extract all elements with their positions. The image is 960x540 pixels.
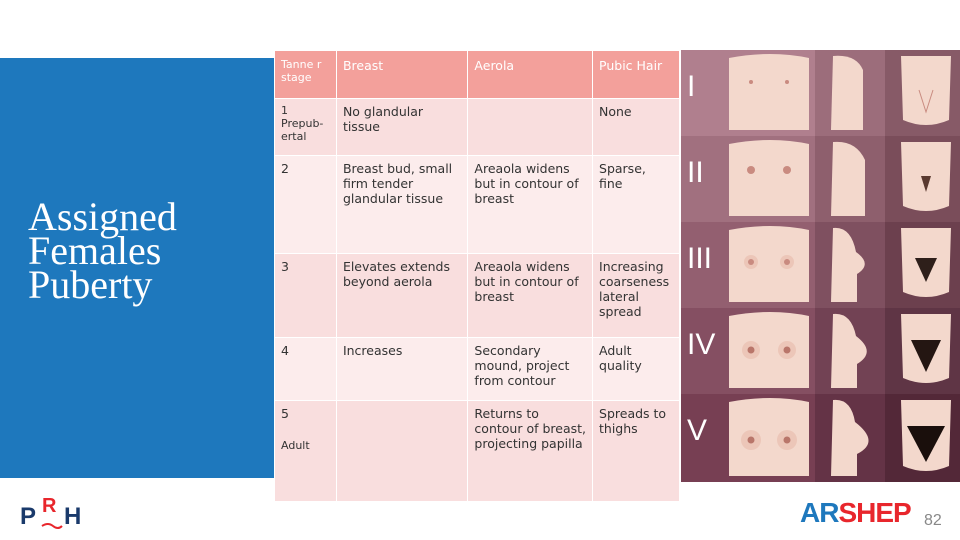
table-header-row: Tanne r stage Breast Aerola Pubic Hair: [274, 50, 680, 99]
header-stage: Tanne r stage: [274, 50, 337, 99]
title-line-2: Females: [28, 228, 162, 273]
tanner-stage-illustration: I II III: [681, 50, 960, 482]
stage-illustration-row: II: [681, 136, 960, 222]
header-breast: Breast: [335, 50, 469, 99]
cell-pubic: None: [592, 98, 680, 156]
arshep-logo-part-2: SHEP: [838, 497, 911, 528]
cell-stage: 1 Prepub-ertal: [274, 98, 337, 156]
cell-aerola: Areaola widens but in contour of breast: [467, 155, 594, 254]
title-panel: [0, 58, 290, 478]
cell-stage: 3: [274, 253, 337, 338]
stage-label: III: [687, 242, 713, 275]
cell-stage: 2: [274, 155, 337, 254]
cell-breast: [335, 400, 469, 502]
stage-illustration-row: V: [681, 394, 960, 482]
header-aerola: Aerola: [467, 50, 594, 99]
svg-text:R: R: [42, 495, 57, 517]
arshep-logo: ARSHEP: [800, 497, 912, 529]
torso-icon: [729, 54, 951, 130]
torso-icon: [729, 226, 951, 302]
title-line-3: Puberty: [28, 262, 153, 307]
table-row: 5 Adult Returns to contour of breast, pr…: [274, 400, 680, 502]
stage-label: IV: [687, 328, 716, 361]
cell-pubic: Increasing coarseness lateral spread: [592, 253, 680, 338]
stage-label: V: [687, 414, 708, 447]
tanner-table: Tanne r stage Breast Aerola Pubic Hair 1…: [274, 50, 680, 502]
cell-pubic: Sparse, fine: [592, 155, 680, 254]
stage-number: 5: [281, 406, 289, 421]
table-row: 2 Breast bud, small firm tender glandula…: [274, 155, 680, 254]
arshep-logo-part-1: AR: [800, 497, 839, 528]
stage-note: Prepub-ertal: [281, 117, 324, 143]
cell-stage: 4: [274, 337, 337, 401]
cell-breast: Increases: [335, 337, 469, 401]
prh-logo-icon: P R H: [20, 495, 81, 530]
stage-note: Adult: [281, 439, 310, 452]
page-number: 82: [924, 512, 942, 529]
stage-illustration-row: IV: [681, 308, 960, 394]
table-row: 3 Elevates extends beyond aerola Areaola…: [274, 253, 680, 338]
slide-title: Assigned Females Puberty: [28, 194, 258, 307]
cell-aerola: Areaola widens but in contour of breast: [467, 253, 594, 338]
stage-illustration-row: I: [681, 50, 960, 136]
cell-pubic: Spreads to thighs: [592, 400, 680, 502]
stage-label: I: [687, 70, 696, 103]
cell-breast: Breast bud, small firm tender glandular …: [335, 155, 469, 254]
table-row: 4 Increases Secondary mound, project fro…: [274, 337, 680, 401]
title-line-1: Assigned: [28, 194, 177, 239]
svg-text:P: P: [20, 503, 36, 530]
table-row: 1 Prepub-ertal No glandular tissue None: [274, 98, 680, 156]
cell-aerola: Secondary mound, project from contour: [467, 337, 594, 401]
cell-breast: No glandular tissue: [335, 98, 469, 156]
torso-icon: [729, 398, 951, 476]
cell-pubic: Adult quality: [592, 337, 680, 401]
cell-aerola: [467, 98, 594, 156]
header-pubic-hair: Pubic Hair: [592, 50, 680, 99]
cell-stage: 5 Adult: [274, 400, 337, 502]
cell-breast: Elevates extends beyond aerola: [335, 253, 469, 338]
torso-icon: [729, 140, 951, 216]
cell-aerola: Returns to contour of breast, projecting…: [467, 400, 594, 502]
prh-logo: P R H: [20, 494, 90, 530]
svg-text:H: H: [64, 503, 81, 530]
stage-number: 1: [281, 104, 288, 117]
torso-icon: [729, 312, 951, 388]
stage-illustration-row: III: [681, 222, 960, 308]
stage-label: II: [687, 156, 704, 189]
